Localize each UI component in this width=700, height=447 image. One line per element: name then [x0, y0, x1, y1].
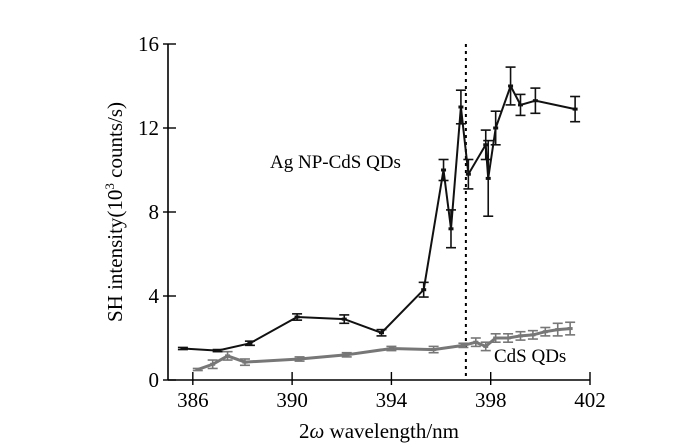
x-tick-label: 402: [574, 388, 606, 412]
ticks-layer: 386 390 394 398 402 0 4 8 12 16: [138, 32, 606, 412]
series-line: [182, 83, 576, 352]
data-point: [195, 368, 201, 371]
data-point: [341, 317, 347, 321]
x-tick-label: 386: [177, 388, 209, 412]
y-axis-label-superscript: 3: [102, 183, 117, 190]
y-axis-label-suffix: counts/s): [103, 102, 127, 183]
data-point: [555, 328, 561, 332]
data-point: [567, 327, 573, 331]
data-point: [215, 349, 221, 353]
data-point: [508, 84, 514, 88]
x-tick-label: 394: [376, 388, 408, 412]
y-axis-label-prefix: SH intensity(10: [103, 190, 127, 322]
x-axis-label-symbol: ω: [309, 419, 324, 443]
y-tick-label: 4: [149, 284, 160, 308]
y-tick-label: 16: [138, 32, 159, 56]
series-label-ag-np-cds-qds: Ag NP-CdS QDs: [270, 152, 401, 173]
y-tick-label: 12: [138, 116, 159, 140]
x-tick-label: 398: [475, 388, 507, 412]
data-point: [530, 333, 536, 337]
data-point: [460, 343, 466, 347]
data-point: [473, 340, 479, 344]
data-point: [458, 105, 464, 109]
data-point: [465, 172, 471, 176]
series-1: [192, 321, 576, 372]
data-point: [297, 357, 303, 361]
data-point: [421, 288, 427, 292]
data-point: [483, 344, 489, 348]
data-point: [388, 347, 394, 350]
data-point: [517, 334, 523, 338]
data-point: [247, 341, 253, 345]
data-point: [225, 354, 231, 358]
data-point: [532, 99, 538, 103]
data-point: [493, 336, 499, 340]
data-point: [485, 176, 491, 180]
data-point: [572, 107, 578, 111]
x-axis-label-suffix: wavelength/nm: [324, 419, 459, 443]
data-point: [378, 331, 384, 335]
y-tick-label: 0: [149, 368, 160, 392]
x-axis-label: 2ω wavelength/nm: [299, 419, 459, 443]
x-tick-label: 390: [276, 388, 308, 412]
data-point: [505, 336, 511, 340]
data-point: [344, 353, 350, 357]
data-point: [441, 168, 447, 172]
x-axis-label-prefix: 2: [299, 419, 310, 443]
data-point: [242, 360, 248, 364]
data-point: [448, 227, 454, 231]
y-axis-label: SH intensity(103 counts/s): [102, 102, 127, 322]
data-point: [180, 347, 186, 350]
series-0: [177, 66, 581, 353]
series-layer: [177, 66, 581, 372]
data-point: [294, 315, 300, 319]
data-point: [517, 103, 523, 107]
data-point: [542, 330, 548, 334]
data-point: [210, 362, 216, 366]
data-point: [493, 126, 499, 130]
y-tick-label: 8: [149, 200, 160, 224]
series-label-cds-qds: CdS QDs: [494, 346, 566, 367]
data-point: [483, 143, 489, 147]
data-point: [431, 348, 437, 352]
